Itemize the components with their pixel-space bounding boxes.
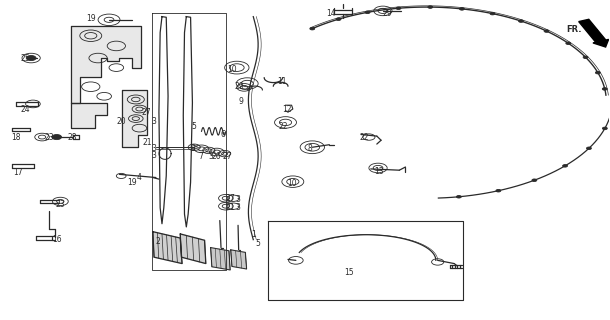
Text: 3: 3 [152,144,157,153]
Circle shape [566,42,571,44]
Text: 3: 3 [152,117,157,126]
Circle shape [456,196,461,198]
Text: 19: 19 [86,14,96,23]
Circle shape [583,56,588,59]
Circle shape [562,164,567,167]
Text: 3: 3 [152,151,157,160]
Text: 24: 24 [20,105,30,114]
Circle shape [587,147,591,149]
Circle shape [428,6,432,8]
Text: 5: 5 [192,122,196,131]
Circle shape [490,12,495,15]
Text: 27: 27 [226,194,235,203]
Text: 21: 21 [142,138,151,147]
Circle shape [336,18,341,20]
Polygon shape [123,90,147,147]
Text: 19: 19 [127,178,137,187]
Text: 7: 7 [198,152,203,161]
Text: 9: 9 [239,97,243,106]
Text: 11: 11 [277,77,287,86]
Polygon shape [231,250,246,269]
Text: 4: 4 [137,173,142,182]
Text: 10: 10 [287,180,296,188]
Text: 20: 20 [117,117,126,126]
Text: 22: 22 [360,133,370,142]
Text: 18: 18 [11,133,21,142]
Circle shape [518,20,523,22]
Circle shape [496,189,501,192]
Polygon shape [153,232,182,264]
Text: 17: 17 [13,168,23,177]
Circle shape [365,11,370,13]
Text: 6: 6 [220,130,225,139]
Text: 23: 23 [45,133,54,142]
Text: 25: 25 [20,53,30,62]
Text: 3: 3 [208,152,213,161]
Polygon shape [210,248,230,270]
Circle shape [52,134,62,140]
Text: 3: 3 [235,203,240,212]
Text: 29: 29 [382,9,392,18]
FancyArrow shape [579,19,609,47]
Circle shape [595,71,600,74]
Text: 16: 16 [52,235,62,244]
Text: 27: 27 [222,152,232,161]
Text: 2: 2 [156,237,160,246]
Text: 13: 13 [375,167,384,176]
Text: 27: 27 [142,108,151,117]
Circle shape [310,28,315,30]
Text: 21: 21 [226,203,235,212]
Text: 23: 23 [56,200,65,209]
Circle shape [544,30,549,32]
Text: 10: 10 [227,65,237,74]
Text: 15: 15 [344,268,354,277]
Circle shape [532,179,537,181]
Polygon shape [71,26,141,103]
Text: 12: 12 [282,105,292,114]
Text: 3: 3 [235,195,240,204]
Polygon shape [71,103,107,128]
Text: 22: 22 [279,122,289,131]
Text: 28: 28 [68,133,77,142]
Text: 3: 3 [190,144,195,153]
Circle shape [603,127,608,130]
Text: 14: 14 [326,9,336,18]
Text: 5: 5 [255,239,260,248]
Polygon shape [180,234,206,264]
Circle shape [602,88,607,90]
Text: 8: 8 [307,144,312,153]
Circle shape [26,55,36,60]
Circle shape [459,8,464,10]
Text: 29: 29 [234,82,244,91]
Circle shape [396,7,401,10]
Text: 26: 26 [212,152,221,161]
Text: 1: 1 [251,230,256,239]
Text: FR.: FR. [566,25,582,34]
